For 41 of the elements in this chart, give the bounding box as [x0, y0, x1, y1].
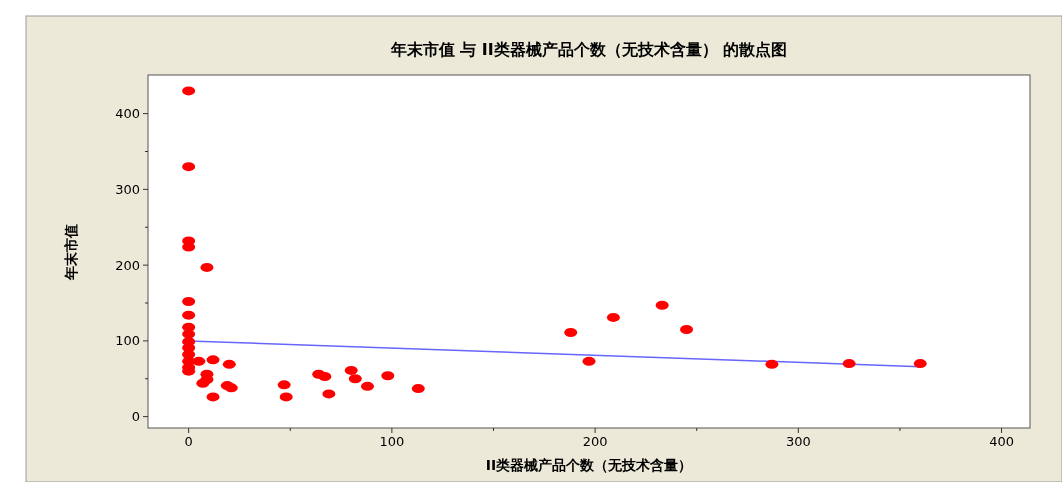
point [196, 378, 210, 388]
point [360, 381, 374, 391]
point [322, 389, 336, 399]
point [680, 325, 694, 335]
point [765, 359, 779, 369]
point [182, 162, 196, 172]
x-tick-label: 400 [989, 434, 1014, 449]
point [200, 262, 214, 272]
point [224, 383, 238, 393]
point [582, 356, 596, 366]
point [222, 359, 236, 369]
point [318, 371, 332, 381]
chart-title: 年末市值 与 II类器械产品个数（无技术含量） 的散点图 [389, 40, 788, 59]
y-tick-label: 400 [115, 106, 140, 122]
x-tick-label: 100 [379, 434, 405, 449]
point [182, 242, 196, 252]
point [348, 374, 362, 384]
point [279, 392, 293, 402]
x-axis-title: II类器械产品个数（无技术含量） [485, 457, 693, 473]
point [913, 359, 927, 369]
point [411, 384, 425, 394]
x-tick-label: 0 [184, 434, 193, 449]
y-tick-label: 0 [131, 409, 140, 425]
point [182, 310, 196, 320]
point [606, 312, 620, 322]
x-tick-label: 300 [785, 434, 811, 449]
point [655, 300, 669, 310]
point [182, 86, 196, 96]
y-axis-title: 年末市值 [63, 223, 79, 281]
point [842, 359, 856, 369]
y-tick-label: 100 [115, 333, 140, 349]
point [206, 355, 220, 365]
point [381, 371, 395, 381]
y-tick-label: 200 [115, 257, 140, 273]
point [564, 328, 578, 338]
y-tick-label: 300 [115, 181, 140, 197]
point [192, 356, 206, 366]
point [277, 380, 291, 390]
point [206, 392, 220, 402]
x-tick-label: 200 [582, 434, 608, 449]
point [344, 365, 358, 375]
